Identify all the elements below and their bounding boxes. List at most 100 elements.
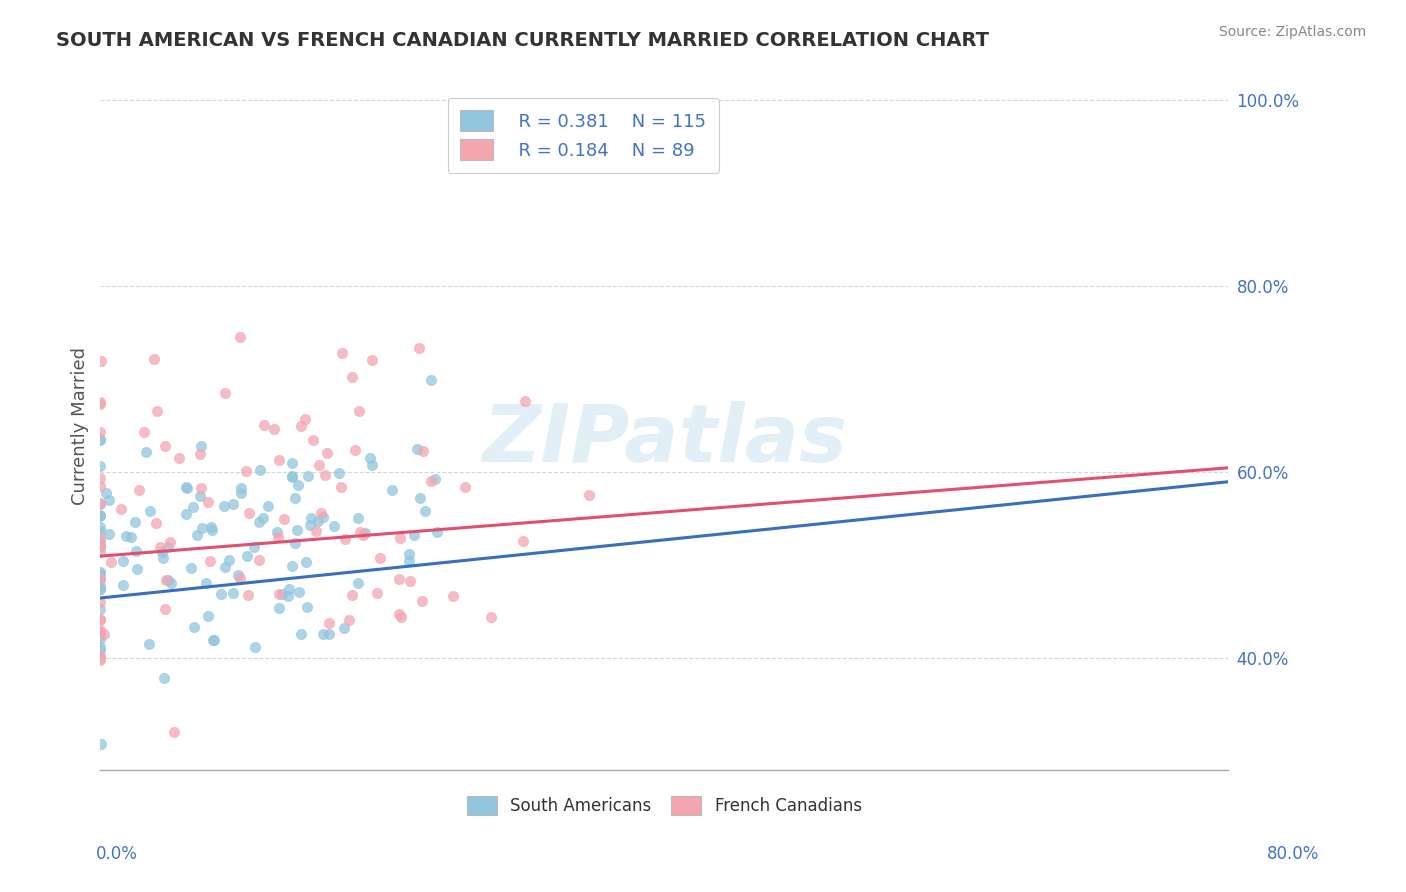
Point: [247, 553, 270, 567]
Point: [278, 582, 301, 596]
Point: [195, 576, 218, 591]
Point: [89, 632, 111, 646]
Point: [201, 633, 224, 648]
Point: [328, 466, 350, 480]
Point: [290, 418, 312, 433]
Point: [120, 530, 142, 544]
Point: [124, 515, 146, 529]
Point: [479, 609, 502, 624]
Point: [174, 479, 197, 493]
Point: [89, 396, 111, 410]
Point: [214, 385, 236, 400]
Point: [89, 613, 111, 627]
Point: [252, 511, 274, 525]
Point: [423, 471, 446, 485]
Point: [297, 468, 319, 483]
Point: [146, 404, 169, 418]
Point: [301, 433, 323, 447]
Point: [214, 500, 236, 514]
Point: [229, 481, 252, 495]
Text: 80.0%: 80.0%: [1267, 845, 1319, 863]
Point: [89, 582, 111, 596]
Point: [89, 509, 111, 524]
Point: [112, 578, 135, 592]
Point: [143, 352, 166, 367]
Point: [209, 587, 232, 601]
Point: [387, 572, 409, 586]
Point: [333, 622, 356, 636]
Point: [347, 403, 370, 417]
Point: [89, 520, 111, 534]
Point: [399, 574, 422, 588]
Point: [89, 611, 111, 625]
Point: [299, 518, 322, 533]
Point: [366, 585, 388, 599]
Point: [409, 491, 432, 505]
Point: [89, 648, 111, 663]
Point: [420, 373, 443, 387]
Point: [200, 519, 222, 533]
Point: [243, 640, 266, 654]
Point: [149, 541, 172, 555]
Point: [349, 524, 371, 539]
Point: [288, 585, 311, 599]
Point: [188, 447, 211, 461]
Point: [226, 568, 249, 582]
Point: [157, 573, 180, 587]
Point: [249, 463, 271, 477]
Point: [214, 560, 236, 574]
Point: [89, 479, 111, 493]
Point: [267, 601, 290, 615]
Point: [89, 544, 111, 558]
Point: [89, 470, 111, 484]
Point: [114, 529, 136, 543]
Point: [388, 607, 411, 621]
Point: [340, 588, 363, 602]
Point: [110, 501, 132, 516]
Point: [89, 497, 111, 511]
Point: [285, 523, 308, 537]
Point: [150, 545, 173, 559]
Point: [229, 329, 252, 343]
Point: [247, 515, 270, 529]
Point: [266, 525, 288, 540]
Point: [419, 475, 441, 489]
Point: [218, 553, 240, 567]
Point: [89, 538, 111, 552]
Point: [176, 481, 198, 495]
Point: [181, 500, 204, 514]
Point: [89, 496, 111, 510]
Point: [281, 469, 304, 483]
Point: [89, 579, 111, 593]
Point: [441, 590, 464, 604]
Point: [89, 534, 111, 549]
Point: [404, 528, 426, 542]
Text: Source: ZipAtlas.com: Source: ZipAtlas.com: [1219, 25, 1367, 39]
Point: [352, 528, 374, 542]
Point: [346, 511, 368, 525]
Point: [312, 510, 335, 524]
Point: [333, 532, 356, 546]
Point: [89, 508, 111, 523]
Point: [290, 627, 312, 641]
Point: [512, 534, 534, 549]
Point: [89, 628, 111, 642]
Point: [89, 566, 111, 581]
Point: [138, 637, 160, 651]
Point: [299, 511, 322, 525]
Point: [155, 440, 177, 454]
Point: [127, 562, 149, 576]
Point: [111, 554, 134, 568]
Point: [89, 458, 111, 473]
Point: [197, 609, 219, 624]
Point: [408, 341, 430, 355]
Point: [176, 507, 198, 521]
Point: [89, 643, 111, 657]
Text: 0.0%: 0.0%: [96, 845, 138, 863]
Point: [89, 531, 111, 545]
Point: [360, 458, 382, 472]
Point: [89, 540, 111, 554]
Point: [89, 539, 111, 553]
Point: [167, 450, 190, 465]
Legend: South Americans, French Canadians: South Americans, French Canadians: [458, 788, 870, 823]
